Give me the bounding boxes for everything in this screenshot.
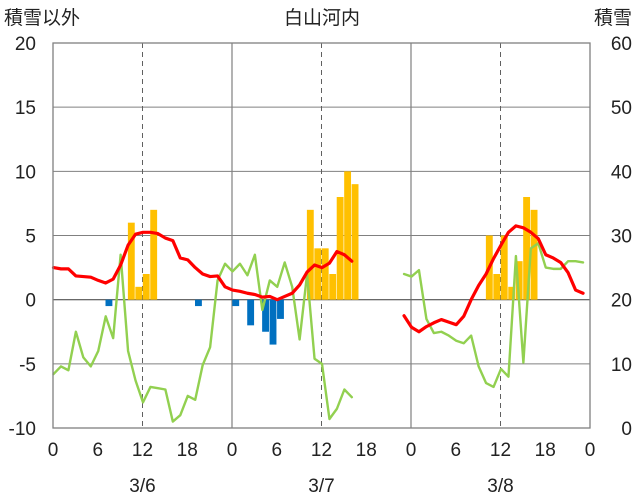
right-tick-label: 60 [611,34,632,55]
precipitation-bar [314,248,322,300]
left-tick-label: 20 [15,34,36,55]
precipitation-bar [329,274,337,300]
left-tick-label: -10 [9,419,36,440]
x-tick-label: 6 [450,440,461,461]
precipitation-bar [523,197,531,300]
date-label: 3/8 [487,476,513,497]
left-axis-ticks: 20 15 10 5 0 -5 -10 [9,34,36,440]
right-tick-label: 50 [611,98,632,119]
bar-series [105,171,538,345]
right-tick-label: 10 [611,355,632,376]
precipitation-bar [530,209,538,300]
plot-border [52,42,591,429]
snow_depth-line [402,224,585,334]
precipitation-bar [142,274,150,300]
right-axis-title: 積雪 [594,7,632,29]
right-axis-ticks: 60 50 40 30 20 10 0 [611,34,632,440]
x-tick-label: 0 [585,440,596,461]
date-label: 3/7 [308,476,334,497]
negative-bar [247,299,255,326]
left-tick-label: 0 [25,291,36,312]
right-tick-label: 40 [611,162,632,183]
left-tick-label: -5 [19,355,36,376]
x-tick-label: 18 [177,440,198,461]
precipitation-bar [500,235,508,300]
precipitation-bar [515,261,523,300]
negative-bar [195,299,202,307]
right-tick-label: 20 [611,291,632,312]
precipitation-bar [321,248,329,300]
x-tick-label: 18 [356,440,377,461]
negative-bar [262,299,269,332]
x-axis-ticks: 0 6 12 18 0 6 12 18 0 6 12 18 0 [48,440,596,461]
negative-bar [269,299,277,345]
negative-bar [277,299,284,319]
x-tick-label: 18 [535,440,556,461]
plot-frame [52,42,591,429]
x-tick-label: 0 [227,440,238,461]
right-tick-label: 0 [621,419,632,440]
date-labels: 3/6 3/7 3/8 [129,476,513,497]
precipitation-bar [306,209,314,300]
negative-bar [232,299,240,307]
precipitation-bar [493,274,501,300]
precipitation-bar [135,286,143,300]
right-tick-label: 30 [611,227,632,248]
temperature-line [402,241,585,389]
date-label: 3/6 [129,476,155,497]
x-tick-label: 6 [271,440,282,461]
left-axis-title: 積雪以外 [4,7,80,29]
x-tick-label: 0 [48,440,59,461]
snow_depth-line [51,230,354,302]
temperature-line [52,253,354,423]
chart-title: 白山河内 [284,7,360,29]
precipitation-bar [150,209,158,300]
left-tick-label: 15 [15,98,36,119]
left-tick-label: 10 [15,162,36,183]
x-tick-label: 12 [311,440,332,461]
precipitation-bar [127,222,135,300]
x-tick-label: 6 [92,440,103,461]
precipitation-bar [344,171,352,300]
left-tick-label: 5 [25,227,36,248]
precipitation-bar [508,286,516,300]
line-series [51,224,585,423]
x-tick-label: 0 [406,440,417,461]
precipitation-bar [351,184,359,300]
x-tick-label: 12 [132,440,153,461]
negative-bar [105,299,113,307]
x-tick-label: 12 [490,440,511,461]
precipitation-bar [336,197,344,300]
